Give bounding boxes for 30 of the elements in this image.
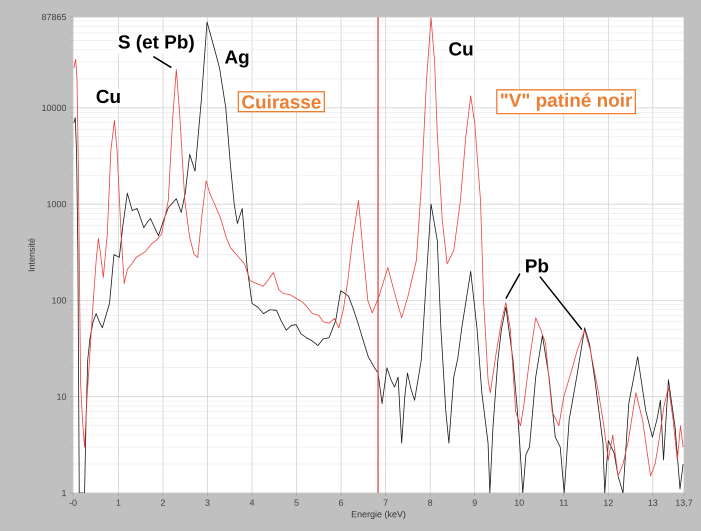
x-tick-label: 6 <box>339 500 344 506</box>
y-tick-label: 10000 <box>42 104 66 112</box>
x-tick-label: 1 <box>116 500 120 506</box>
x-tick-label: 10 <box>514 500 524 506</box>
x-tick-label: 13 <box>648 500 658 506</box>
x-axis-title: Energie (keV) <box>352 510 406 520</box>
annotation: Cuirasse <box>242 94 321 109</box>
y-tick-label: 87865 <box>42 14 66 20</box>
annotation: Pb <box>526 258 548 273</box>
y-tick-label: 100 <box>52 297 66 304</box>
y-tick-label: 10 <box>57 394 66 400</box>
x-tick-label: 12 <box>604 500 613 506</box>
x-tick-label: 9 <box>472 500 477 506</box>
annotation: Cu <box>96 90 120 104</box>
y-tick-label: 1 <box>62 490 66 496</box>
x-tick-label: 5 <box>294 500 299 506</box>
x-tick-label: 2 <box>160 500 165 506</box>
y-axis-title: Intensité <box>28 238 35 272</box>
x-tick-label: 11 <box>560 500 568 506</box>
annotation: Cu <box>449 42 472 56</box>
annotation: "V" patiné noir <box>501 92 632 111</box>
x-tick-label: -0 <box>69 500 77 506</box>
x-tick-label: 7 <box>384 500 388 506</box>
x-tick-label: 4 <box>250 500 254 506</box>
x-tick-label: 3 <box>205 500 210 506</box>
x-tick-label: 8 <box>428 500 432 506</box>
x-tick-label: 13,7 <box>676 500 692 507</box>
y-tick-label: 1000 <box>47 200 66 208</box>
annotation: S (et Pb) <box>118 34 194 52</box>
annotation: Ag <box>224 50 248 68</box>
